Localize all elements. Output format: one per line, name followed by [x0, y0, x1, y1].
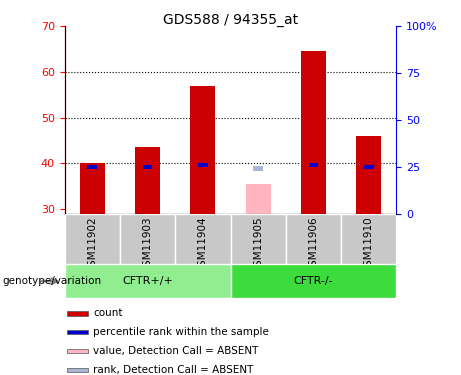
- Text: genotype/variation: genotype/variation: [2, 276, 101, 286]
- Text: count: count: [93, 309, 123, 318]
- Text: CFTR-/-: CFTR-/-: [294, 276, 333, 286]
- Bar: [230, 264, 396, 298]
- Bar: [66, 349, 89, 353]
- Bar: [253, 166, 263, 171]
- Text: GSM11905: GSM11905: [253, 216, 263, 273]
- Bar: [308, 163, 319, 167]
- Bar: [80, 164, 105, 214]
- Text: rank, Detection Call = ABSENT: rank, Detection Call = ABSENT: [93, 365, 254, 375]
- Bar: [230, 214, 286, 264]
- Bar: [142, 165, 153, 169]
- Bar: [364, 165, 374, 169]
- Bar: [246, 184, 271, 214]
- Bar: [301, 51, 326, 214]
- Bar: [341, 214, 396, 264]
- Bar: [120, 214, 175, 264]
- Bar: [66, 368, 89, 372]
- Text: percentile rank within the sample: percentile rank within the sample: [93, 327, 269, 337]
- Bar: [175, 214, 230, 264]
- Bar: [198, 163, 208, 167]
- Text: GSM11910: GSM11910: [364, 216, 374, 273]
- Bar: [66, 311, 89, 316]
- Text: GSM11903: GSM11903: [142, 216, 153, 273]
- Bar: [87, 165, 97, 169]
- Bar: [135, 147, 160, 214]
- Bar: [356, 136, 381, 214]
- Text: GSM11902: GSM11902: [87, 216, 97, 273]
- Text: GSM11904: GSM11904: [198, 216, 208, 273]
- Bar: [65, 264, 230, 298]
- Text: GSM11906: GSM11906: [308, 216, 319, 273]
- Bar: [190, 86, 215, 214]
- Bar: [286, 214, 341, 264]
- Bar: [65, 214, 120, 264]
- Bar: [66, 330, 89, 334]
- Text: value, Detection Call = ABSENT: value, Detection Call = ABSENT: [93, 346, 259, 356]
- Text: GDS588 / 94355_at: GDS588 / 94355_at: [163, 13, 298, 27]
- Text: CFTR+/+: CFTR+/+: [122, 276, 173, 286]
